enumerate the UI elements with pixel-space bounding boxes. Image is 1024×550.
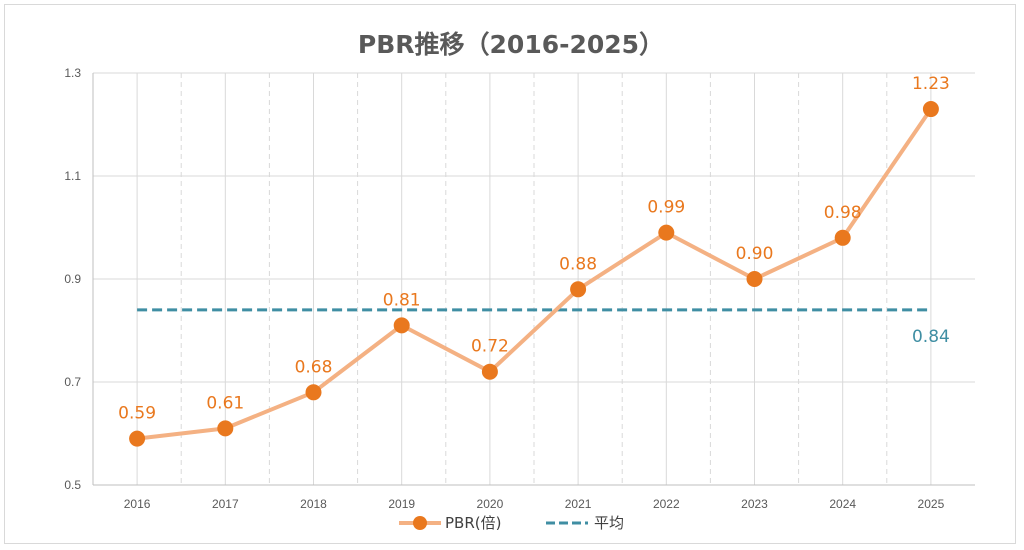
y-tick-label: 1.3 xyxy=(64,66,81,80)
y-tick-label: 0.7 xyxy=(64,375,81,389)
legend-average-label: 平均 xyxy=(594,514,624,532)
chart-frame: PBR推移（2016-2025） 0.5 0.7 0.9 1.1 1.3 2016 2017… xyxy=(4,4,1016,544)
pbr-data-point xyxy=(922,101,939,118)
pbr-data-label: 0.68 xyxy=(295,357,333,377)
x-tick-label: 2019 xyxy=(388,497,415,511)
x-tick-label: 2024 xyxy=(829,497,856,511)
pbr-data-label: 0.90 xyxy=(736,244,774,264)
x-tick-label: 2022 xyxy=(653,497,680,511)
y-tick-label: 0.9 xyxy=(64,272,81,286)
pbr-data-label: 0.98 xyxy=(824,203,862,223)
pbr-data-point xyxy=(129,430,146,447)
average-data-label: 0.84 xyxy=(912,327,950,347)
x-tick-label: 2018 xyxy=(300,497,327,511)
line-chart: 0.5 0.7 0.9 1.1 1.3 2016 2017 2018 2019 2020 2021 2… xyxy=(64,66,975,532)
pbr-data-label: 0.81 xyxy=(383,290,421,310)
pbr-data-point xyxy=(658,224,675,241)
pbr-data-point xyxy=(746,271,763,287)
y-tick-label: 0.5 xyxy=(64,478,81,492)
x-tick-label: 2017 xyxy=(212,497,239,511)
legend-pbr-label: PBR(倍) xyxy=(445,514,501,532)
pbr-series-line xyxy=(136,107,933,441)
x-tick-label: 2020 xyxy=(477,497,504,511)
pbr-data-label: 1.23 xyxy=(912,74,950,94)
x-tick-label: 2023 xyxy=(741,497,768,511)
x-tick-label: 2025 xyxy=(918,497,945,511)
legend-pbr-marker xyxy=(413,516,427,530)
pbr-data-label: 0.72 xyxy=(471,337,509,357)
pbr-data-point xyxy=(834,229,851,246)
pbr-data-label: 0.88 xyxy=(559,254,597,274)
pbr-data-label: 0.61 xyxy=(206,393,244,413)
pbr-data-point xyxy=(393,317,410,334)
pbr-data-label: 0.59 xyxy=(118,404,156,424)
pbr-data-point xyxy=(305,384,322,401)
pbr-data-point xyxy=(570,281,587,298)
pbr-data-point xyxy=(217,420,234,437)
pbr-data-label: 0.99 xyxy=(647,198,685,218)
y-tick-label: 1.1 xyxy=(64,169,81,183)
x-tick-label: 2016 xyxy=(124,497,151,511)
pbr-data-point xyxy=(481,363,498,380)
x-tick-label: 2021 xyxy=(565,497,592,511)
chart-title: PBR推移（2016-2025） xyxy=(357,30,665,59)
